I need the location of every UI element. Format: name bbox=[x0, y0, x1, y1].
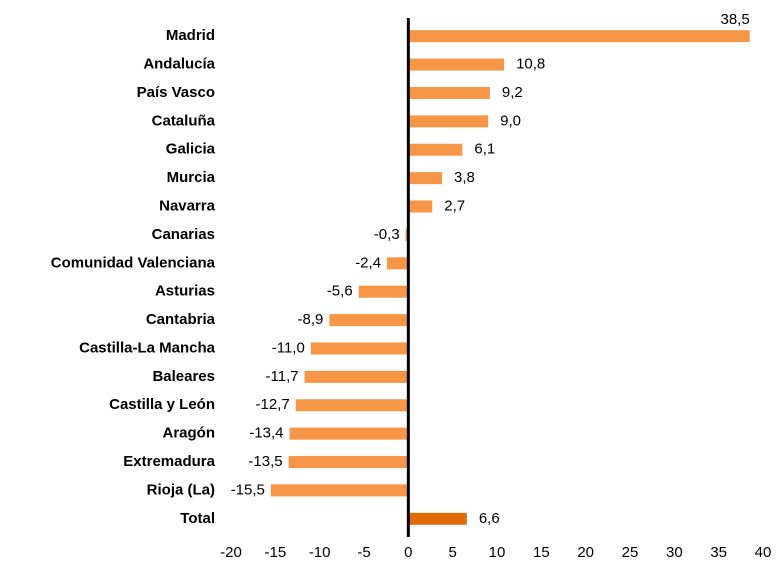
x-tick-label: 5 bbox=[448, 544, 456, 561]
x-tick-label: -5 bbox=[357, 544, 370, 561]
value-label: 3,8 bbox=[454, 169, 475, 186]
value-label: -2,4 bbox=[355, 254, 381, 271]
value-label: -13,4 bbox=[249, 425, 283, 442]
bar bbox=[304, 370, 409, 383]
value-label: -8,9 bbox=[298, 311, 324, 328]
bar bbox=[408, 172, 443, 185]
category-label: Castilla y León bbox=[109, 396, 215, 413]
category-label: Andalucía bbox=[143, 56, 215, 73]
value-label: 9,0 bbox=[500, 112, 521, 129]
bar bbox=[295, 399, 409, 412]
value-label: -11,0 bbox=[272, 339, 305, 356]
value-label: -15,5 bbox=[231, 481, 265, 498]
value-label: 10,8 bbox=[516, 56, 545, 73]
value-label: 9,2 bbox=[502, 84, 523, 101]
category-label: Madrid bbox=[166, 27, 215, 44]
x-tick-label: 0 bbox=[404, 544, 412, 561]
bar bbox=[408, 30, 750, 43]
bar bbox=[387, 257, 409, 270]
category-label: Galicia bbox=[166, 141, 216, 158]
value-label: -12,7 bbox=[256, 396, 290, 413]
category-label: Murcia bbox=[167, 169, 216, 186]
x-tick-label: 25 bbox=[622, 544, 639, 561]
value-label: -13,5 bbox=[248, 453, 282, 470]
bar bbox=[270, 484, 409, 497]
value-label: 6,6 bbox=[479, 510, 500, 527]
value-label: 38,5 bbox=[720, 11, 749, 28]
x-tick-label: 10 bbox=[489, 544, 506, 561]
bar bbox=[408, 143, 463, 156]
category-label: Asturias bbox=[155, 283, 215, 300]
bar bbox=[408, 86, 490, 99]
bar bbox=[358, 285, 409, 298]
x-tick-label: 35 bbox=[710, 544, 727, 561]
bar bbox=[329, 314, 409, 327]
x-tick-label: 20 bbox=[577, 544, 594, 561]
category-label: Extremadura bbox=[123, 453, 215, 470]
x-tick-label: 40 bbox=[755, 544, 772, 561]
bar bbox=[288, 456, 409, 469]
category-label: País Vasco bbox=[137, 84, 215, 101]
value-label: 6,1 bbox=[474, 141, 495, 158]
category-label: Castilla-La Mancha bbox=[79, 339, 216, 356]
value-label: -0,3 bbox=[374, 226, 400, 243]
category-label: Rioja (La) bbox=[147, 481, 215, 498]
bar bbox=[310, 342, 409, 355]
bar bbox=[408, 512, 467, 525]
category-label: Cantabria bbox=[146, 311, 216, 328]
category-label: Total bbox=[180, 510, 215, 527]
bar bbox=[408, 200, 433, 213]
bar bbox=[408, 115, 489, 128]
value-label: -11,7 bbox=[266, 368, 299, 385]
value-label: 2,7 bbox=[444, 197, 465, 214]
value-label: -5,6 bbox=[327, 283, 353, 300]
x-tick-label: 30 bbox=[666, 544, 683, 561]
x-tick-label: -15 bbox=[264, 544, 286, 561]
x-tick-label: -20 bbox=[220, 544, 242, 561]
x-tick-label: -10 bbox=[309, 544, 331, 561]
category-label: Canarias bbox=[152, 226, 215, 243]
category-label: Baleares bbox=[152, 368, 215, 385]
bar bbox=[408, 58, 505, 71]
category-label: Comunidad Valenciana bbox=[51, 254, 216, 271]
category-label: Aragón bbox=[163, 425, 216, 442]
category-label: Navarra bbox=[159, 197, 216, 214]
x-tick-label: 15 bbox=[533, 544, 550, 561]
category-label: Cataluña bbox=[152, 112, 216, 129]
bar bbox=[289, 427, 409, 440]
